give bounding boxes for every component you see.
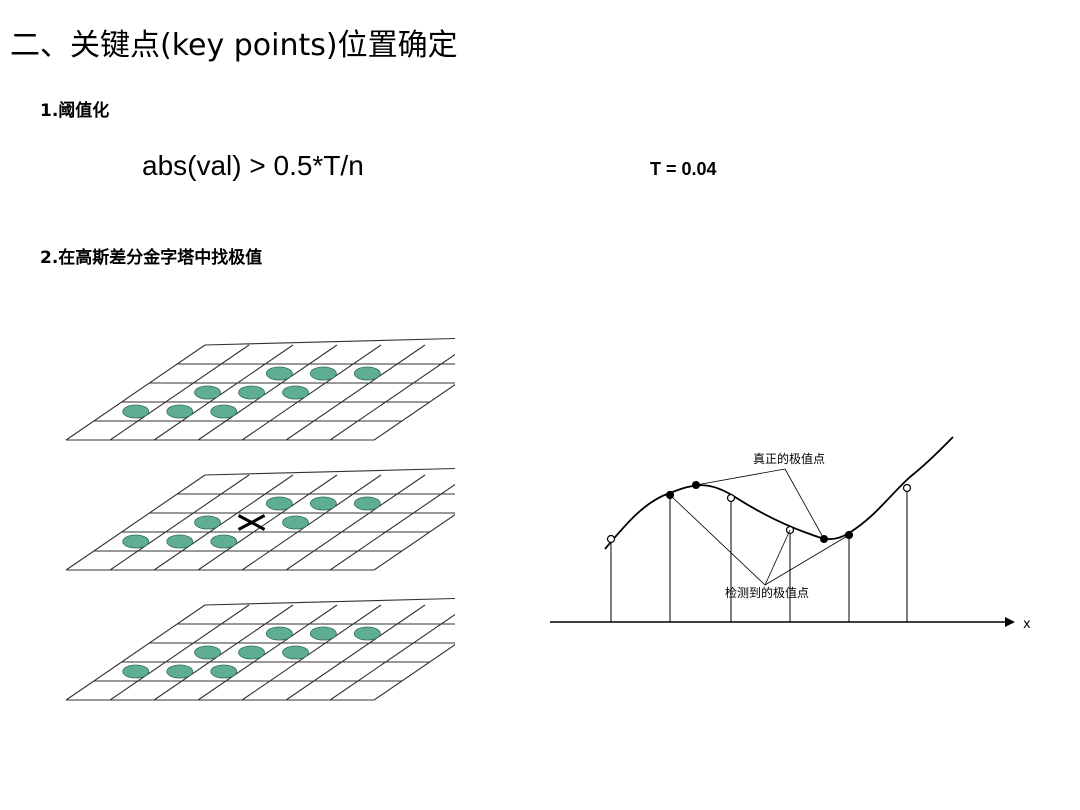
neighbor-sample-ellipse xyxy=(282,515,309,530)
pyramid-layer xyxy=(65,467,455,571)
pyramid-layer xyxy=(65,597,455,701)
grid-line xyxy=(153,474,294,571)
neighbor-sample-ellipse xyxy=(194,645,221,660)
t-value: T = 0.04 xyxy=(650,159,717,179)
grid-line xyxy=(109,604,250,701)
extrema-curve-diagram: x 真正的极值点 检测到的极值点 xyxy=(550,436,1031,632)
neighbor-sample-ellipse xyxy=(265,626,293,641)
neighbor-sample-ellipse xyxy=(353,366,381,381)
neighbor-sample-ellipse xyxy=(122,534,150,549)
callout-line xyxy=(764,534,850,586)
detected-extrema-label: 检测到的极值点 xyxy=(725,585,809,600)
grid-line xyxy=(373,514,455,571)
grid-line xyxy=(285,344,426,441)
center-pixel-cross xyxy=(237,514,266,531)
grid-line xyxy=(65,604,206,701)
detected-points xyxy=(606,483,912,544)
pyramid-layer xyxy=(65,337,455,441)
grid-line xyxy=(241,474,382,571)
neighbor-sample-ellipse xyxy=(194,515,221,530)
neighbor-sample-ellipse xyxy=(210,534,238,549)
grid-line xyxy=(153,604,294,701)
neighbor-sample-ellipse xyxy=(122,404,150,419)
neighbor-sample-ellipse xyxy=(309,366,337,381)
neighbor-sample-ellipse xyxy=(238,645,265,660)
grid-line xyxy=(204,597,455,606)
slide-title: 二、关键点(key points)位置确定 xyxy=(10,28,458,63)
grid-line xyxy=(204,467,455,476)
grid-line xyxy=(373,644,455,701)
neighbor-sample-ellipse xyxy=(282,645,309,660)
grid-line xyxy=(65,474,206,571)
neighbor-sample-ellipse xyxy=(166,404,194,419)
grid-line xyxy=(285,604,426,701)
neighbor-sample-ellipse xyxy=(282,385,309,400)
neighbor-sample-ellipse xyxy=(353,496,381,511)
threshold-formula: abs(val) > 0.5*T/n xyxy=(142,150,364,181)
grid-line xyxy=(65,344,206,441)
detected-extremum-point xyxy=(726,493,736,503)
grid-line xyxy=(197,604,338,701)
section-heading-threshold: 1.阈值化 xyxy=(40,101,110,121)
neighbor-sample-ellipse xyxy=(210,664,238,679)
grid-line xyxy=(329,483,455,571)
grid-line xyxy=(153,344,294,441)
grid-line xyxy=(204,337,455,346)
x-axis-label: x xyxy=(1023,617,1031,632)
neighbor-sample-ellipse xyxy=(166,534,194,549)
true-extrema-label: 真正的极值点 xyxy=(753,451,825,466)
grid-line xyxy=(109,344,250,441)
callout-line xyxy=(695,468,786,486)
grid-line xyxy=(241,604,382,701)
pyramid-layers xyxy=(65,337,455,701)
neighbor-sample-ellipse xyxy=(166,664,194,679)
neighbor-sample-ellipse xyxy=(265,366,293,381)
neighbor-sample-ellipse xyxy=(210,404,238,419)
grid-line xyxy=(197,474,338,571)
x-axis-arrow-icon xyxy=(1005,617,1015,627)
callout-line xyxy=(784,468,825,540)
neighbor-sample-ellipse xyxy=(238,385,265,400)
section-heading-extrema: 2.在高斯差分金字塔中找极值 xyxy=(40,248,263,268)
detected-extremum-point xyxy=(902,483,912,493)
neighbor-sample-ellipse xyxy=(122,664,150,679)
grid-line xyxy=(241,344,382,441)
callout-line xyxy=(764,529,791,586)
grid-line xyxy=(373,384,455,441)
neighbor-sample-ellipse xyxy=(309,626,337,641)
detected-extremum-point xyxy=(606,534,616,544)
neighbor-sample-ellipse xyxy=(309,496,337,511)
neighbor-sample-ellipse xyxy=(265,496,293,511)
grid-line xyxy=(285,474,426,571)
grid-line xyxy=(109,474,250,571)
callout-line xyxy=(669,494,766,586)
grid-line xyxy=(329,353,455,441)
dog-pyramid-diagram xyxy=(65,337,455,701)
neighbor-sample-ellipse xyxy=(194,385,221,400)
neighbor-sample-ellipse xyxy=(353,626,381,641)
grid-line xyxy=(329,613,455,701)
grid-line xyxy=(197,344,338,441)
